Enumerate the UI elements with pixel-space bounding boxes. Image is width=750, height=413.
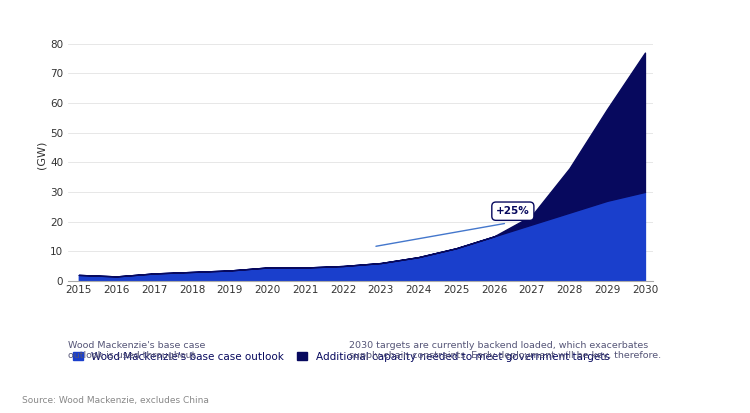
Y-axis label: (GW): (GW) bbox=[36, 141, 46, 169]
Text: Source: Wood Mackenzie, excludes China: Source: Wood Mackenzie, excludes China bbox=[22, 396, 209, 405]
Legend: Wood Mackenzie's base case outlook, Additional capacity needed to meet governmen: Wood Mackenzie's base case outlook, Addi… bbox=[73, 351, 610, 361]
Text: +25%: +25% bbox=[496, 206, 530, 216]
Text: Wood Mackenzie's base case
outlook is used throughout: Wood Mackenzie's base case outlook is us… bbox=[68, 341, 205, 360]
Text: +153%: +153% bbox=[0, 412, 1, 413]
Text: 2030 targets are currently backend loaded, which exacerbates
supply-chain constr: 2030 targets are currently backend loade… bbox=[349, 341, 661, 360]
